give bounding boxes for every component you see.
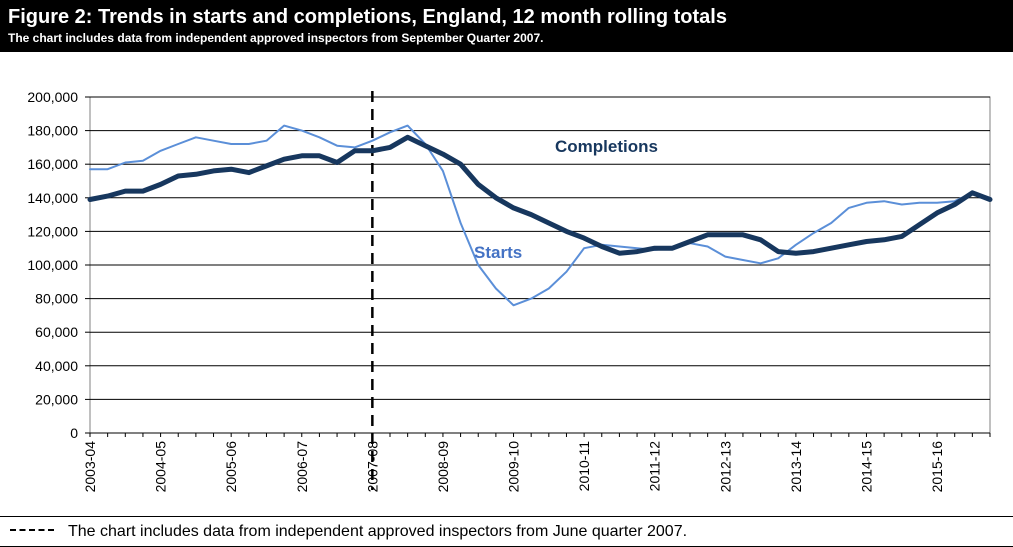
starts-label: Starts [474,243,522,262]
x-tick-label: 2007-08 [364,441,380,493]
chart-subtitle: The chart includes data from independent… [8,31,544,45]
x-axis-ticks: 2003-04 2004-05 2005-06 2006-07 2007-08 2008-… [82,441,945,493]
x-tick-label: 2013-14 [788,441,804,493]
x-tick-label: 2015-16 [929,441,945,493]
footer-note: The chart includes data from independent… [68,523,688,540]
y-tick-label: 80,000 [35,291,78,307]
series-lines [87,91,993,490]
y-tick-label: 160,000 [27,156,78,172]
x-tick-label: 2012-13 [717,441,733,493]
y-tick-label: 20,000 [35,391,78,407]
footer-legend: The chart includes data from independent… [0,516,1013,547]
x-tick-label: 2011-12 [647,441,663,492]
y-tick-label: 120,000 [27,223,78,239]
x-tick-label: 2004-05 [153,441,169,493]
line-chart: 0 20,000 40,000 60,000 80,000 100,000 120,000 1… [27,89,993,493]
x-tick-label: 2005-06 [223,441,239,493]
x-tick-label: 2006-07 [294,441,310,493]
y-tick-label: 0 [70,425,78,441]
y-axis-ticks: 0 20,000 40,000 60,000 80,000 100,000 120,000 1… [27,89,78,441]
y-tick-label: 100,000 [27,257,78,273]
series-line-completions [87,134,993,256]
grid-lines [85,96,991,437]
y-tick-label: 180,000 [27,123,78,139]
x-tick-label: 2009-10 [506,441,522,493]
dashed-line-legend-icon [10,529,54,532]
x-tick-label: 2014-15 [858,441,874,493]
y-tick-label: 200,000 [27,89,78,105]
completions-label: Completions [555,137,658,156]
y-tick-label: 40,000 [35,358,78,374]
title-bar: Figure 2: Trends in starts and completio… [0,0,1013,52]
chart-title: Figure 2: Trends in starts and completio… [8,6,727,28]
series-annotations: Completions Starts [474,137,658,262]
x-tick-label: 2008-09 [435,441,451,493]
x-tick-label: 2003-04 [82,441,98,493]
x-tick-label: 2010-11 [576,441,592,492]
y-tick-label: 140,000 [27,190,78,206]
series-line-starts [89,124,991,307]
y-tick-label: 60,000 [35,324,78,340]
